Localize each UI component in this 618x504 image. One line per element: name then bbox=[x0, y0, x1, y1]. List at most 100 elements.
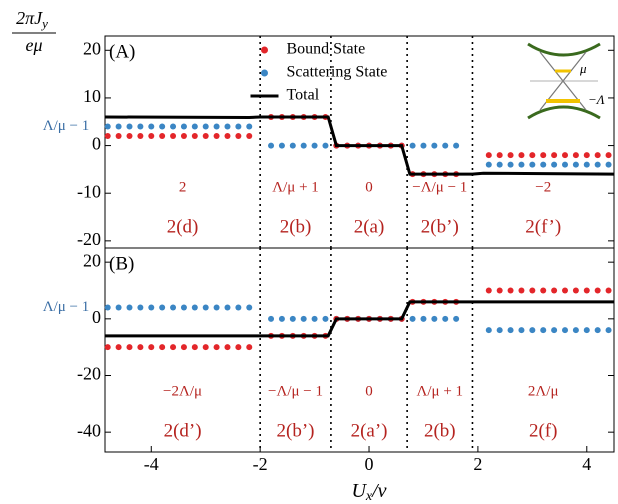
data-point bbox=[246, 133, 253, 140]
data-point bbox=[453, 315, 460, 322]
x-label-rest: /v bbox=[371, 480, 387, 502]
data-point bbox=[104, 304, 111, 311]
y-label-main: 2πJ bbox=[16, 8, 43, 28]
data-point bbox=[496, 161, 503, 168]
data-point bbox=[551, 152, 558, 159]
y-tick-label: -10 bbox=[77, 181, 101, 201]
data-point bbox=[104, 344, 111, 351]
data-point bbox=[540, 152, 547, 159]
data-point bbox=[562, 152, 569, 159]
data-point bbox=[235, 344, 242, 351]
data-point bbox=[529, 327, 536, 334]
data-point bbox=[137, 123, 144, 130]
data-point bbox=[529, 287, 536, 294]
data-point bbox=[289, 315, 296, 322]
data-point bbox=[605, 152, 612, 159]
data-point bbox=[246, 123, 253, 130]
data-point bbox=[496, 152, 503, 159]
data-point bbox=[115, 123, 122, 130]
y-tick-label: -20 bbox=[77, 229, 101, 249]
region-label: 2(d) bbox=[167, 216, 199, 237]
inset-label: μ bbox=[579, 61, 587, 76]
region-label: 2(b’) bbox=[421, 216, 459, 237]
y-tick-label: 20 bbox=[83, 250, 101, 270]
data-point bbox=[605, 161, 612, 168]
region-value: 0 bbox=[365, 179, 373, 195]
data-point bbox=[126, 133, 133, 140]
data-point bbox=[104, 123, 111, 130]
x-tick-label: 0 bbox=[365, 454, 374, 474]
x-tick-label: 4 bbox=[582, 454, 591, 474]
data-point bbox=[562, 327, 569, 334]
y-tick-label: 10 bbox=[83, 86, 101, 106]
legend-label: Bound State bbox=[287, 41, 366, 58]
data-point bbox=[529, 161, 536, 168]
data-point bbox=[115, 344, 122, 351]
data-point bbox=[518, 152, 525, 159]
legend-marker bbox=[261, 46, 268, 54]
region-value: −Λ/μ − 1 bbox=[268, 383, 323, 399]
data-point bbox=[311, 315, 318, 322]
region-label: 2(f) bbox=[529, 420, 557, 441]
total-line bbox=[104, 115, 615, 176]
data-point bbox=[235, 304, 242, 311]
inset: μ −Λ bbox=[527, 42, 605, 120]
y-tick-label: 20 bbox=[83, 38, 101, 58]
region-label: 2(a) bbox=[354, 216, 385, 237]
region-label: 2(a’) bbox=[351, 420, 388, 441]
y-tick-label: -40 bbox=[77, 420, 101, 440]
data-point bbox=[224, 123, 231, 130]
data-point bbox=[159, 123, 166, 130]
data-point bbox=[551, 327, 558, 334]
data-point bbox=[562, 287, 569, 294]
data-point bbox=[594, 161, 601, 168]
data-point bbox=[322, 142, 329, 149]
data-point bbox=[224, 304, 231, 311]
data-point bbox=[268, 142, 275, 149]
data-point bbox=[431, 315, 438, 322]
inset-label: −Λ bbox=[588, 92, 605, 107]
data-point bbox=[104, 133, 111, 140]
region-value: −2Λ/μ bbox=[163, 383, 202, 399]
inset-band-lower bbox=[527, 105, 601, 120]
data-point bbox=[540, 161, 547, 168]
data-point bbox=[202, 133, 209, 140]
data-point bbox=[191, 133, 198, 140]
y-tick-label: -20 bbox=[77, 364, 101, 384]
data-point bbox=[562, 161, 569, 168]
data-point bbox=[409, 315, 416, 322]
data-point bbox=[268, 315, 275, 322]
y-label-denominator: eμ bbox=[25, 35, 42, 55]
data-point bbox=[583, 287, 590, 294]
data-point bbox=[224, 344, 231, 351]
data-point bbox=[496, 287, 503, 294]
plot-frame bbox=[104, 247, 615, 453]
data-point bbox=[605, 287, 612, 294]
data-point bbox=[300, 142, 307, 149]
x-tick-label: -4 bbox=[144, 454, 159, 474]
region-value: Λ/μ + 1 bbox=[272, 179, 319, 195]
data-point bbox=[594, 287, 601, 294]
data-point bbox=[213, 133, 220, 140]
panel-label: (B) bbox=[109, 253, 134, 274]
region-value: 2 bbox=[179, 179, 187, 195]
data-point bbox=[507, 152, 514, 159]
x-tick-label: -2 bbox=[253, 454, 268, 474]
data-point bbox=[540, 287, 547, 294]
data-point bbox=[170, 344, 177, 351]
x-label-sub: x bbox=[365, 489, 373, 504]
data-point bbox=[420, 315, 427, 322]
data-point bbox=[431, 142, 438, 149]
region-label: 2(b’) bbox=[277, 420, 315, 441]
y-annotation: Λ/μ − 1 bbox=[43, 299, 90, 315]
data-point bbox=[485, 287, 492, 294]
data-point bbox=[180, 344, 187, 351]
data-point bbox=[224, 133, 231, 140]
data-point bbox=[191, 123, 198, 130]
data-point bbox=[213, 344, 220, 351]
data-point bbox=[170, 133, 177, 140]
data-point bbox=[278, 142, 285, 149]
data-point bbox=[583, 327, 590, 334]
x-label-main: U bbox=[351, 480, 367, 502]
